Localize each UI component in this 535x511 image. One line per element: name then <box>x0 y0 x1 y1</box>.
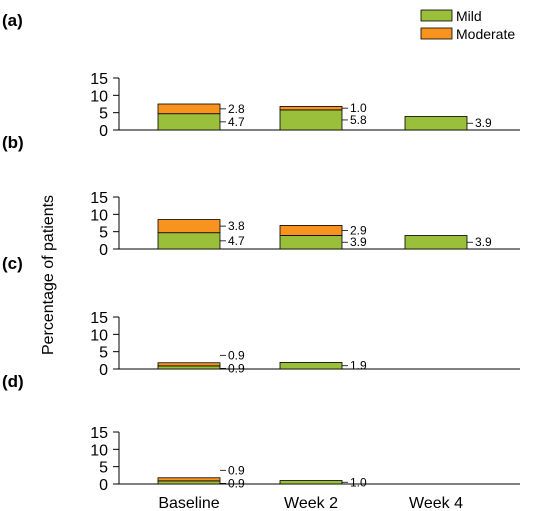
y-tick-label: 5 <box>99 106 108 123</box>
y-tick-label: 10 <box>90 88 108 105</box>
y-tick-label: 10 <box>90 327 108 344</box>
bar-moderate-baseline <box>157 103 221 115</box>
y-tick-label: 5 <box>99 460 108 477</box>
legend-label-moderate: Moderate <box>456 26 515 42</box>
value-label-moderate: 2.8 <box>228 102 245 116</box>
bar-moderate-week-2 <box>279 225 343 236</box>
value-label-mild: 4.7 <box>228 234 245 248</box>
bar-mild-week-2 <box>279 235 343 250</box>
bar-moderate-baseline <box>157 219 221 234</box>
y-tick-label: 5 <box>99 345 108 362</box>
bar-mild-week-4 <box>404 116 468 131</box>
panel-label: (b) <box>2 133 24 152</box>
x-category-label: Week 2 <box>284 495 338 511</box>
bar-mild-baseline <box>157 480 221 485</box>
value-label-moderate: 1.0 <box>350 101 367 115</box>
value-label-mild: 1.9 <box>350 359 367 373</box>
bar-mild-week-4 <box>404 235 468 250</box>
x-category-label: Week 4 <box>409 495 463 511</box>
legend-swatch-mild <box>420 9 453 22</box>
panel-label: (a) <box>2 11 23 30</box>
value-label-mild: 3.9 <box>475 235 492 249</box>
value-label-moderate: 3.8 <box>228 219 245 233</box>
legend-label-mild: Mild <box>456 8 482 24</box>
value-label-mild: 3.9 <box>475 116 492 130</box>
bar-moderate-baseline <box>157 362 221 367</box>
y-tick-label: 15 <box>90 190 108 207</box>
value-label-mild: 4.7 <box>228 115 245 129</box>
y-tick-label: 15 <box>90 425 108 442</box>
legend-swatch-moderate <box>420 27 453 40</box>
y-tick-label: 0 <box>99 123 108 140</box>
x-category-label: Baseline <box>158 495 219 511</box>
bar-moderate-baseline <box>157 477 221 482</box>
bar-mild-week-2 <box>279 480 343 485</box>
bar-mild-baseline <box>157 365 221 370</box>
value-label-mild: 5.8 <box>350 113 367 127</box>
bar-mild-week-2 <box>279 362 343 370</box>
value-label-moderate: 0.9 <box>228 348 245 362</box>
value-label-moderate: 0.9 <box>228 463 245 477</box>
bar-mild-baseline <box>157 232 221 250</box>
bar-moderate-week-2 <box>279 106 343 111</box>
y-tick-label: 0 <box>99 477 108 494</box>
panel-label: (d) <box>2 372 24 391</box>
bar-mild-baseline <box>157 113 221 131</box>
y-tick-label: 15 <box>90 71 108 88</box>
y-tick-label: 10 <box>90 442 108 459</box>
y-axis-label: Percentage of patients <box>40 195 57 355</box>
y-tick-label: 0 <box>99 242 108 259</box>
y-tick-label: 10 <box>90 207 108 224</box>
y-tick-label: 15 <box>90 310 108 327</box>
value-label-mild: 1.0 <box>350 475 367 489</box>
value-label-mild: 0.9 <box>228 476 245 490</box>
value-label-moderate: 2.9 <box>350 223 367 237</box>
y-tick-label: 5 <box>99 225 108 242</box>
panel-label: (c) <box>2 254 23 273</box>
bar-mild-week-2 <box>279 109 343 131</box>
value-label-mild: 3.9 <box>350 235 367 249</box>
y-tick-label: 0 <box>99 362 108 379</box>
value-label-mild: 0.9 <box>228 361 245 375</box>
